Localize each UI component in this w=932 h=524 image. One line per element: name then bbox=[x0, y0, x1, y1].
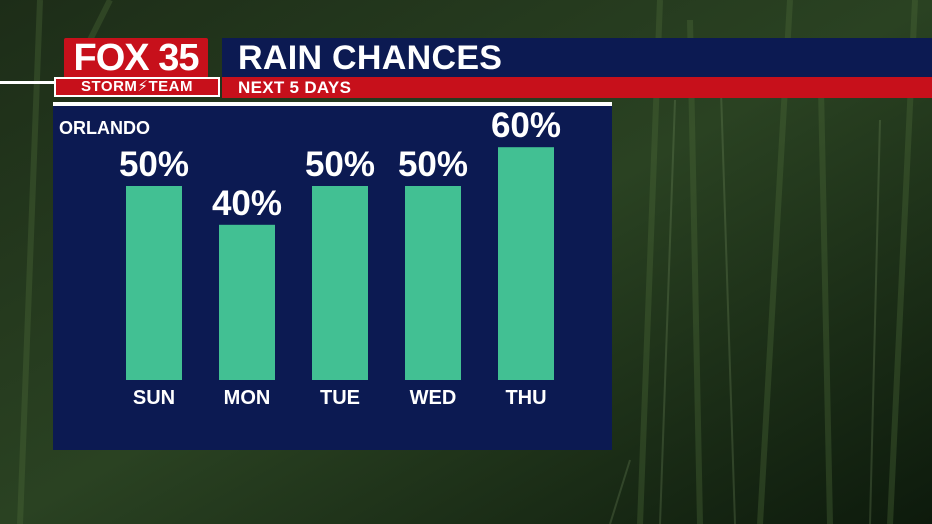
value-label-thu: 60% bbox=[491, 106, 561, 145]
bar-tue bbox=[312, 186, 368, 380]
page-title: RAIN CHANCES bbox=[238, 39, 503, 77]
value-label-sun: 50% bbox=[119, 145, 189, 184]
location-label: ORLANDO bbox=[59, 118, 150, 138]
storm-team-label: STORM⚡TEAM bbox=[54, 77, 220, 97]
bar-thu bbox=[498, 147, 554, 380]
bar-wed bbox=[405, 186, 461, 380]
value-label-wed: 50% bbox=[398, 145, 468, 184]
category-label-tue: TUE bbox=[320, 387, 360, 409]
category-label-sun: SUN bbox=[133, 387, 175, 409]
bar-sun bbox=[126, 186, 182, 380]
bar-mon bbox=[219, 224, 275, 380]
fox-logo-block: FOX 35 bbox=[64, 38, 208, 78]
category-label-wed: WED bbox=[410, 387, 457, 409]
value-label-mon: 40% bbox=[212, 184, 282, 223]
page-subtitle: NEXT 5 DAYS bbox=[238, 78, 352, 97]
station-logo: FOX 35 STORM⚡TEAM bbox=[54, 38, 220, 97]
category-label-thu: THU bbox=[505, 387, 546, 409]
title-bar: RAIN CHANCES bbox=[222, 38, 932, 77]
category-label-mon: MON bbox=[224, 387, 271, 409]
forecast-panel: ORLANDO 50% SUN 40% MON 50% TUE 50% WED 60% THU bbox=[53, 102, 612, 450]
rain-chance-chart: 50% SUN 40% MON 50% TUE 50% WED 60% THU bbox=[119, 106, 561, 409]
subtitle-bar: NEXT 5 DAYS bbox=[222, 77, 932, 98]
station-name: FOX 35 bbox=[73, 37, 200, 79]
header-rule-line bbox=[0, 81, 56, 84]
value-label-tue: 50% bbox=[305, 145, 375, 184]
